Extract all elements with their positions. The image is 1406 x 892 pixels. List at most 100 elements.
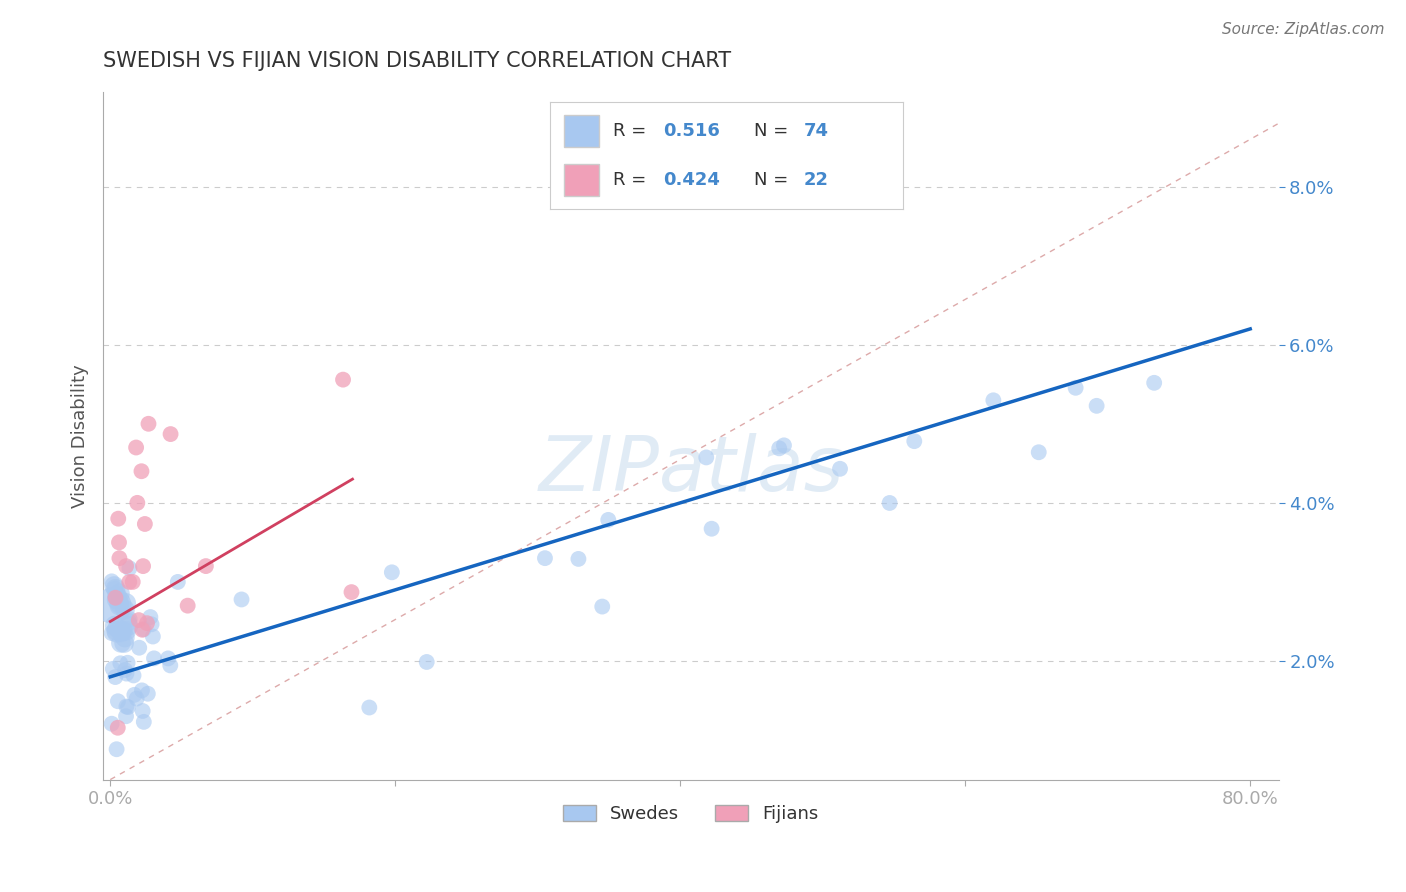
Point xyxy=(128,613,150,627)
Point xyxy=(983,393,1005,408)
Point xyxy=(103,579,125,593)
Point xyxy=(115,615,138,630)
Point xyxy=(773,438,796,452)
Point xyxy=(591,599,613,614)
Point xyxy=(121,574,143,589)
Point xyxy=(131,704,153,718)
Point xyxy=(166,574,188,589)
Text: ZIPatlas: ZIPatlas xyxy=(538,433,844,507)
Point xyxy=(105,589,128,603)
Point xyxy=(598,513,620,527)
Point xyxy=(194,559,217,574)
Point xyxy=(115,699,138,714)
Point xyxy=(534,551,557,566)
Text: SWEDISH VS FIJIAN VISION DISABILITY CORRELATION CHART: SWEDISH VS FIJIAN VISION DISABILITY CORR… xyxy=(103,51,731,70)
Point xyxy=(114,631,136,645)
Point xyxy=(105,624,128,638)
Legend: Swedes, Fijians: Swedes, Fijians xyxy=(554,797,828,832)
Point xyxy=(105,592,128,607)
Point xyxy=(231,592,253,607)
Point xyxy=(118,561,141,575)
Point xyxy=(381,566,404,580)
Point xyxy=(118,574,141,589)
Point xyxy=(125,691,148,706)
Point xyxy=(114,663,136,677)
Point xyxy=(110,636,132,650)
Point xyxy=(879,496,901,510)
Point xyxy=(115,666,138,681)
Point xyxy=(700,522,723,536)
Point xyxy=(117,700,139,714)
Point xyxy=(136,687,159,701)
Point xyxy=(108,586,131,600)
Point xyxy=(131,623,153,637)
Point xyxy=(108,551,131,566)
Point xyxy=(159,658,181,673)
Point xyxy=(104,591,127,605)
Point xyxy=(157,651,180,665)
Point xyxy=(108,535,131,549)
Point xyxy=(1028,445,1050,459)
Point xyxy=(695,450,717,465)
Point xyxy=(107,694,129,708)
Point xyxy=(132,559,155,574)
Point xyxy=(104,670,127,684)
Point xyxy=(107,511,129,525)
Point xyxy=(122,668,145,682)
Point xyxy=(142,630,165,644)
Point xyxy=(143,651,166,665)
Point xyxy=(100,626,122,640)
Point xyxy=(139,610,162,624)
Point xyxy=(108,599,131,613)
Text: Source: ZipAtlas.com: Source: ZipAtlas.com xyxy=(1222,22,1385,37)
Point xyxy=(104,618,127,632)
Point xyxy=(117,619,139,633)
Point xyxy=(1085,399,1108,413)
Point xyxy=(136,616,159,631)
Point xyxy=(128,640,150,655)
Point xyxy=(117,656,139,670)
Point xyxy=(1064,381,1087,395)
Point xyxy=(110,657,132,671)
Point xyxy=(124,688,146,702)
Point xyxy=(100,716,122,731)
Point xyxy=(132,622,155,636)
Point xyxy=(107,721,129,735)
Point xyxy=(415,655,437,669)
Point xyxy=(176,599,198,613)
Point xyxy=(115,624,138,638)
Point xyxy=(127,496,149,510)
Point xyxy=(101,662,124,676)
Y-axis label: Vision Disability: Vision Disability xyxy=(72,364,89,508)
Point xyxy=(115,709,138,723)
Point xyxy=(138,417,160,431)
Point xyxy=(111,624,134,639)
Point xyxy=(340,585,363,599)
Point xyxy=(132,714,155,729)
Point xyxy=(104,582,127,596)
Point xyxy=(112,636,135,650)
Point xyxy=(1143,376,1166,390)
Point xyxy=(105,742,128,756)
Point xyxy=(359,700,381,714)
Point xyxy=(115,559,138,574)
Point xyxy=(115,596,138,610)
Point xyxy=(100,574,122,589)
Point xyxy=(332,373,354,387)
Point xyxy=(131,683,153,698)
Point xyxy=(903,434,925,449)
Point xyxy=(105,625,128,640)
Point xyxy=(104,622,127,636)
Point xyxy=(159,427,181,442)
Point xyxy=(125,441,148,455)
Point xyxy=(768,442,790,456)
Point xyxy=(828,462,851,476)
Point xyxy=(134,516,156,531)
Point xyxy=(567,552,589,566)
Point xyxy=(114,602,136,616)
Point xyxy=(108,597,131,611)
Point xyxy=(101,599,124,613)
Point xyxy=(104,582,127,596)
Point xyxy=(110,625,132,640)
Point xyxy=(141,617,163,632)
